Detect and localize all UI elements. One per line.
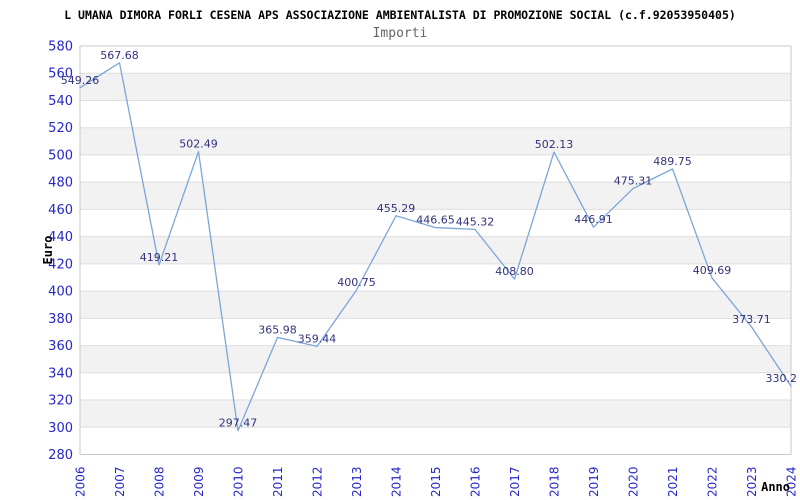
value-label: 373.71: [732, 313, 771, 326]
chart-subtitle: Importi: [372, 26, 428, 41]
plot-band: [80, 318, 791, 346]
value-label: 502.49: [179, 138, 218, 151]
x-tick-label: 2021: [666, 466, 680, 497]
value-label: 419.21: [140, 251, 179, 264]
y-tick-label: 520: [48, 121, 73, 136]
plot-band: [80, 400, 791, 428]
x-tick-label: 2016: [469, 466, 483, 497]
plot-band: [80, 209, 791, 237]
value-label: 502.13: [535, 138, 574, 151]
value-label: 409.69: [693, 264, 732, 277]
value-label: 297.47: [219, 417, 258, 430]
value-label: 567.68: [100, 49, 139, 62]
y-tick-label: 380: [48, 312, 73, 327]
value-label: 549.26: [61, 74, 100, 87]
plot-border: [79, 45, 792, 455]
x-tick-label: 2009: [192, 466, 206, 497]
value-label: 455.29: [377, 202, 416, 215]
y-tick-label: 360: [48, 339, 73, 354]
y-tick-label: 540: [48, 94, 73, 109]
y-tick-label: 340: [48, 366, 73, 381]
x-tick-label: 2006: [74, 466, 88, 497]
plot-band: [80, 182, 791, 210]
plot-band: [80, 372, 791, 401]
y-tick-label: 480: [48, 176, 73, 191]
y-tick-label: 460: [48, 203, 73, 218]
x-tick-label: 2010: [232, 466, 246, 497]
x-tick-label: 2017: [508, 466, 522, 497]
y-tick-label: 420: [48, 257, 73, 272]
x-tick-label: 2024: [785, 466, 799, 497]
y-tick-label: 400: [48, 285, 73, 300]
y-tick-label: 320: [48, 394, 73, 409]
x-tick-label: 2007: [113, 466, 127, 497]
value-label: 445.32: [456, 215, 495, 228]
x-tick-label: 2011: [271, 466, 285, 497]
x-tick-label: 2013: [350, 466, 364, 497]
value-label: 365.98: [258, 323, 297, 336]
x-tick-label: 2015: [429, 466, 443, 497]
plot-band: [80, 345, 791, 373]
plot-band: [80, 427, 791, 455]
value-label: 359.44: [298, 332, 337, 345]
x-tick-label: 2018: [548, 466, 562, 497]
value-label: 408.80: [495, 265, 534, 278]
x-tick-label: 2012: [311, 466, 325, 497]
value-label: 330.2: [766, 372, 798, 385]
y-tick-label: 580: [48, 40, 73, 55]
data-line: [79, 62, 792, 432]
plot-band: [80, 127, 791, 155]
x-tick-label: 2020: [627, 466, 641, 497]
plot-band: [80, 263, 791, 292]
plot-band: [80, 236, 791, 264]
y-tick-label: 300: [48, 421, 73, 436]
x-tick-label: 2008: [153, 466, 167, 497]
y-tick-label: 280: [48, 448, 73, 463]
chart-title: L UMANA DIMORA FORLI CESENA APS ASSOCIAZ…: [64, 8, 736, 22]
value-label: 475.31: [614, 175, 653, 188]
x-tick-label: 2022: [706, 466, 720, 497]
plot-band: [80, 46, 791, 74]
plot-band: [80, 100, 791, 128]
x-tick-label: 2019: [587, 466, 601, 497]
x-axis-title: Anno: [761, 480, 790, 494]
y-axis-title: Euro: [41, 235, 55, 265]
plot-band: [80, 291, 791, 319]
x-tick-label: 2023: [745, 466, 759, 497]
value-label: 446.65: [416, 214, 455, 227]
value-label: 400.75: [337, 276, 376, 289]
plot-band: [80, 73, 791, 101]
y-tick-label: 500: [48, 148, 73, 163]
y-tick-label: 560: [48, 67, 73, 82]
value-label: 489.75: [653, 155, 692, 168]
x-tick-label: 2014: [390, 466, 404, 497]
value-label: 446.91: [574, 213, 613, 226]
y-tick-label: 440: [48, 230, 73, 245]
